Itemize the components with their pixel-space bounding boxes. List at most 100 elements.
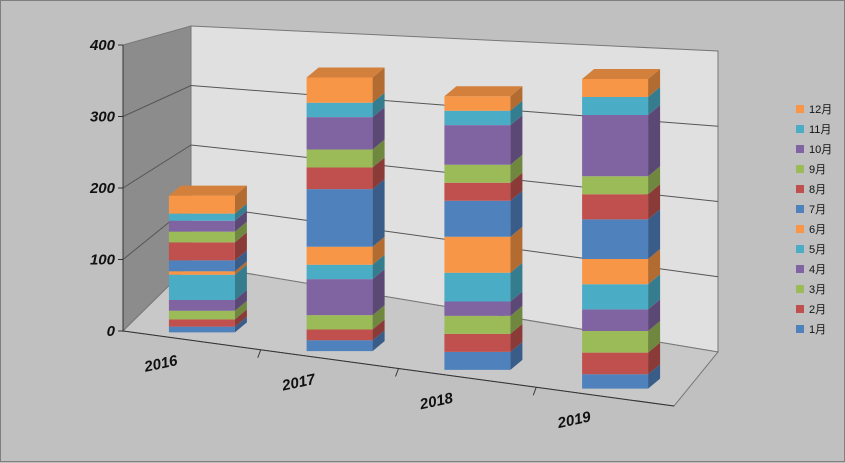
bar-side-face bbox=[234, 316, 247, 333]
bar-side-face bbox=[510, 341, 523, 370]
bar-segment bbox=[306, 319, 385, 341]
bar-front-face bbox=[444, 272, 511, 302]
bar-front-face bbox=[444, 236, 511, 273]
bar-segment bbox=[306, 305, 385, 330]
bar-segment bbox=[306, 67, 385, 103]
legend-label: 11月 bbox=[809, 124, 831, 136]
bar-side-face bbox=[372, 179, 385, 247]
bar-segment bbox=[168, 309, 247, 327]
legend-item: 11月 bbox=[796, 124, 831, 136]
bar-front-face bbox=[306, 246, 373, 265]
bar-front-face bbox=[306, 329, 373, 341]
bar-front-face bbox=[582, 284, 649, 310]
legend-item: 5月 bbox=[796, 244, 826, 256]
bar-side-face bbox=[648, 321, 661, 353]
legend-swatch bbox=[796, 165, 804, 173]
bar-front-face bbox=[444, 164, 511, 183]
legend-label: 7月 bbox=[809, 204, 826, 216]
bar-segment bbox=[582, 87, 661, 115]
bar-side-face bbox=[510, 172, 523, 201]
bar-side-face bbox=[372, 92, 385, 118]
legend-swatch bbox=[796, 265, 804, 273]
bar-segment bbox=[306, 254, 385, 280]
bar-side-face bbox=[234, 221, 247, 243]
bar-front-face bbox=[444, 333, 511, 352]
bar-segment bbox=[444, 100, 523, 126]
legend-item: 4月 bbox=[796, 264, 826, 276]
bar-segment bbox=[444, 291, 523, 316]
x-tick-label: 2017 bbox=[280, 371, 318, 395]
bar-side-face bbox=[648, 364, 661, 389]
bar-front-face bbox=[168, 274, 235, 300]
legend-item: 7月 bbox=[796, 204, 826, 216]
bar-segment bbox=[168, 210, 247, 232]
bar-side-face bbox=[372, 139, 385, 168]
legend-swatch bbox=[796, 205, 804, 213]
bar-segment bbox=[306, 236, 385, 265]
bar-segment bbox=[444, 115, 523, 165]
bar-side-face bbox=[648, 299, 661, 331]
bar-segment bbox=[444, 323, 523, 352]
legend-swatch bbox=[796, 185, 804, 193]
bar-side-face bbox=[234, 203, 247, 221]
bar-side-face bbox=[510, 226, 523, 273]
bar-front-face bbox=[444, 125, 511, 165]
bar-front-face bbox=[582, 219, 649, 259]
bar-front-face bbox=[168, 271, 235, 275]
bar-side-face bbox=[510, 291, 523, 316]
bar-front-face bbox=[444, 96, 511, 111]
bar-side-face bbox=[234, 185, 247, 214]
bar-segment bbox=[168, 232, 247, 261]
bar-segment bbox=[168, 250, 247, 272]
bar-side-face bbox=[372, 269, 385, 316]
legend-item: 10月 bbox=[796, 144, 832, 156]
bar-segment bbox=[168, 290, 247, 311]
bar-front-face bbox=[168, 213, 235, 221]
bar-front-face bbox=[168, 326, 235, 333]
bar-segment bbox=[582, 249, 661, 285]
bar-front-face bbox=[306, 264, 373, 280]
bar-front-face bbox=[168, 195, 235, 214]
bar-segment bbox=[582, 364, 661, 389]
bar-side-face bbox=[372, 107, 385, 150]
bar-side-face bbox=[648, 249, 661, 285]
legend-item: 1月 bbox=[796, 324, 826, 336]
bar-side-face bbox=[372, 319, 385, 341]
bar-side-face bbox=[510, 262, 523, 302]
gridline bbox=[122, 85, 192, 117]
y-tick-label: 200 bbox=[89, 180, 116, 197]
bar-front-face bbox=[582, 115, 649, 177]
bar-side-face bbox=[372, 305, 385, 330]
bar-segment bbox=[168, 221, 247, 243]
bar-front-face bbox=[582, 176, 649, 195]
bar-front-face bbox=[168, 220, 235, 232]
bar-side-face bbox=[234, 300, 247, 320]
legend-item: 9月 bbox=[796, 164, 826, 176]
bar-segment bbox=[168, 264, 247, 300]
legend-item: 3月 bbox=[796, 284, 826, 296]
bar-front-face bbox=[444, 182, 511, 201]
bar-top-face bbox=[444, 86, 523, 97]
bar-side-face bbox=[234, 309, 247, 327]
bar-front-face bbox=[582, 79, 649, 97]
bar-front-face bbox=[168, 260, 235, 272]
bar-front-face bbox=[444, 351, 511, 370]
bar-segment bbox=[168, 261, 247, 275]
bar-front-face bbox=[582, 352, 649, 375]
legend-label: 3月 bbox=[809, 284, 826, 296]
legend-item: 8月 bbox=[796, 184, 826, 196]
bar-segment bbox=[168, 185, 247, 214]
legend-swatch bbox=[796, 125, 804, 133]
y-tick-label: 400 bbox=[89, 37, 116, 54]
bar-segment bbox=[168, 316, 247, 333]
bar-top-face bbox=[582, 69, 661, 79]
bar-side-face bbox=[648, 87, 661, 115]
bar-segment bbox=[444, 341, 523, 370]
y-tick-label: 100 bbox=[90, 252, 116, 269]
bar-side-face bbox=[234, 264, 247, 300]
legend-label: 5月 bbox=[809, 244, 826, 256]
bar-front-face bbox=[306, 279, 373, 316]
legend-item: 6月 bbox=[796, 224, 826, 236]
